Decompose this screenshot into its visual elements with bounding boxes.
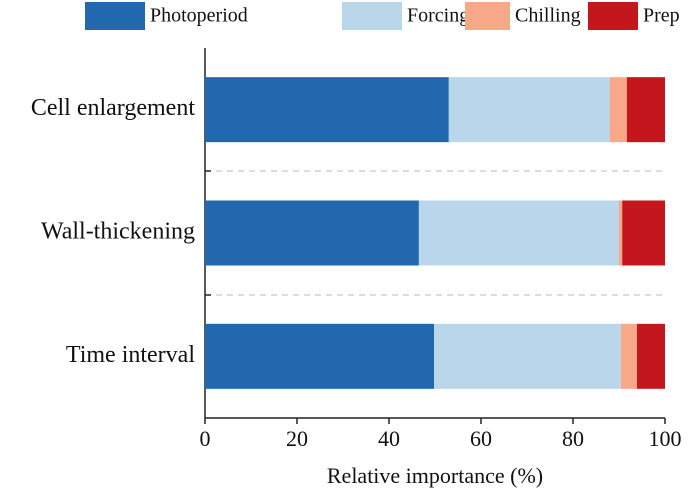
x-tick-label: 100 [649,426,682,451]
bar-segment [619,200,623,266]
x-tick-label: 20 [286,426,308,451]
bar-segment [205,77,449,143]
bar-segment [626,77,665,143]
x-tick-label: 60 [470,426,492,451]
bar-segment [622,200,665,266]
x-tick-label: 0 [200,426,211,451]
y-tick-label: Cell enlargement [31,95,196,121]
y-tick-label: Wall-thickening [41,219,195,245]
y-tick-label: Time interval [66,342,195,368]
legend-label: Prep [643,5,680,27]
x-axis-title: Relative importance (%) [327,463,543,488]
x-tick-label: 80 [562,426,584,451]
bar-segment [620,323,637,389]
bar-segment [434,323,621,389]
bar-segment [609,77,627,143]
bar-segment [205,323,435,389]
legend-swatch [465,2,510,30]
legend-swatch [588,2,638,30]
legend-label: Forcing [407,5,469,27]
x-tick-label: 40 [378,426,400,451]
bar-segment [448,77,610,143]
legend-label: Photoperiod [150,5,248,27]
legend-swatch [342,2,402,30]
bar-segment [636,323,665,389]
bar-segment [418,200,619,266]
legend-label: Chilling [515,5,581,27]
bar-segment [205,200,419,266]
legend-swatch [85,2,145,30]
